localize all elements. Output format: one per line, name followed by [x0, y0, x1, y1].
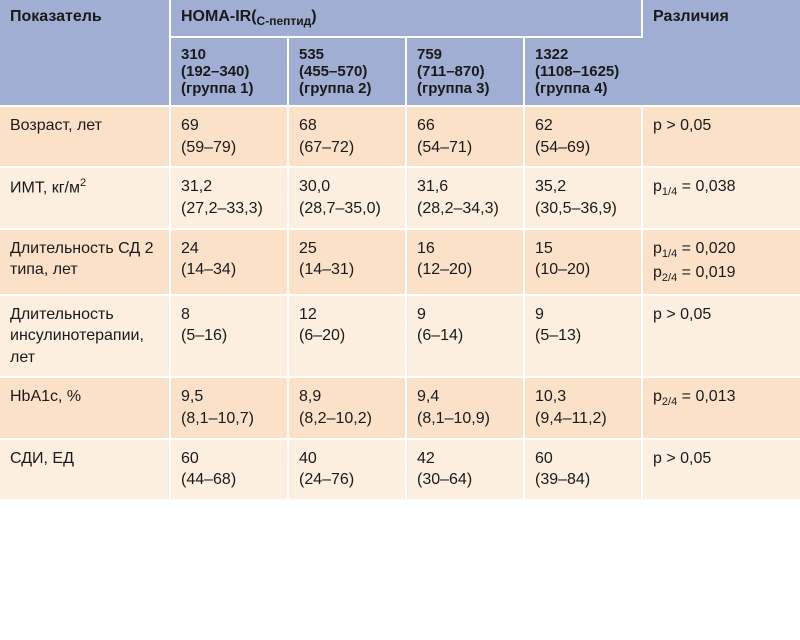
value-cell: 62(54–69)	[524, 106, 642, 167]
homa-ir-table: Показатель HOMA-IR(С-пептид) Различия 31…	[0, 0, 800, 501]
value-cell: 12(6–20)	[288, 295, 406, 378]
table-row: СДИ, ЕД60(44–68)40(24–76)42(30–64)60(39–…	[0, 439, 800, 500]
differences-cell: p1/4 = 0,038	[642, 167, 800, 228]
table-row: Длительность инсулинотерапии, лет8(5–16)…	[0, 295, 800, 378]
value-cell: 60(44–68)	[170, 439, 288, 500]
value-cell: 25(14–31)	[288, 229, 406, 295]
indicator-cell: HbA1c, %	[0, 377, 170, 438]
value-cell: 30,0(28,7–35,0)	[288, 167, 406, 228]
value-cell: 40(24–76)	[288, 439, 406, 500]
indicator-cell: Длительность СД 2 типа, лет	[0, 229, 170, 295]
value-cell: 9,5(8,1–10,7)	[170, 377, 288, 438]
differences-cell: p2/4 = 0,013	[642, 377, 800, 438]
col-header-group-1: 310(192–340)(группа 1)	[170, 37, 288, 106]
value-cell: 69(59–79)	[170, 106, 288, 167]
value-cell: 9,4(8,1–10,9)	[406, 377, 524, 438]
value-cell: 15(10–20)	[524, 229, 642, 295]
value-cell: 31,2(27,2–33,3)	[170, 167, 288, 228]
col-header-group-4: 1322(1108–1625)(группа 4)	[524, 37, 642, 106]
differences-cell: p > 0,05	[642, 106, 800, 167]
indicator-cell: ИМТ, кг/м2	[0, 167, 170, 228]
value-cell: 9(6–14)	[406, 295, 524, 378]
value-cell: 35,2(30,5–36,9)	[524, 167, 642, 228]
value-cell: 24(14–34)	[170, 229, 288, 295]
table-row: HbA1c, %9,5(8,1–10,7)8,9(8,2–10,2)9,4(8,…	[0, 377, 800, 438]
col-header-group-2: 535(455–570)(группа 2)	[288, 37, 406, 106]
col-header-indicator: Показатель	[0, 0, 170, 106]
value-cell: 31,6(28,2–34,3)	[406, 167, 524, 228]
value-cell: 42(30–64)	[406, 439, 524, 500]
value-cell: 66(54–71)	[406, 106, 524, 167]
col-header-differences: Различия	[642, 0, 800, 106]
differences-cell: p > 0,05	[642, 295, 800, 378]
differences-cell: p > 0,05	[642, 439, 800, 500]
differences-cell: p1/4 = 0,020p2/4 = 0,019	[642, 229, 800, 295]
value-cell: 10,3(9,4–11,2)	[524, 377, 642, 438]
table-row: ИМТ, кг/м231,2(27,2–33,3)30,0(28,7–35,0)…	[0, 167, 800, 228]
value-cell: 68(67–72)	[288, 106, 406, 167]
value-cell: 60(39–84)	[524, 439, 642, 500]
value-cell: 8(5–16)	[170, 295, 288, 378]
table-body: Возраст, лет69(59–79)68(67–72)66(54–71)6…	[0, 106, 800, 500]
value-cell: 16(12–20)	[406, 229, 524, 295]
indicator-cell: Длительность инсулинотерапии, лет	[0, 295, 170, 378]
value-cell: 8,9(8,2–10,2)	[288, 377, 406, 438]
value-cell: 9(5–13)	[524, 295, 642, 378]
col-header-group-3: 759(711–870)(группа 3)	[406, 37, 524, 106]
indicator-cell: Возраст, лет	[0, 106, 170, 167]
table-row: Возраст, лет69(59–79)68(67–72)66(54–71)6…	[0, 106, 800, 167]
col-header-homa: HOMA-IR(С-пептид)	[170, 0, 642, 37]
indicator-cell: СДИ, ЕД	[0, 439, 170, 500]
table-row: Длительность СД 2 типа, лет24(14–34)25(1…	[0, 229, 800, 295]
